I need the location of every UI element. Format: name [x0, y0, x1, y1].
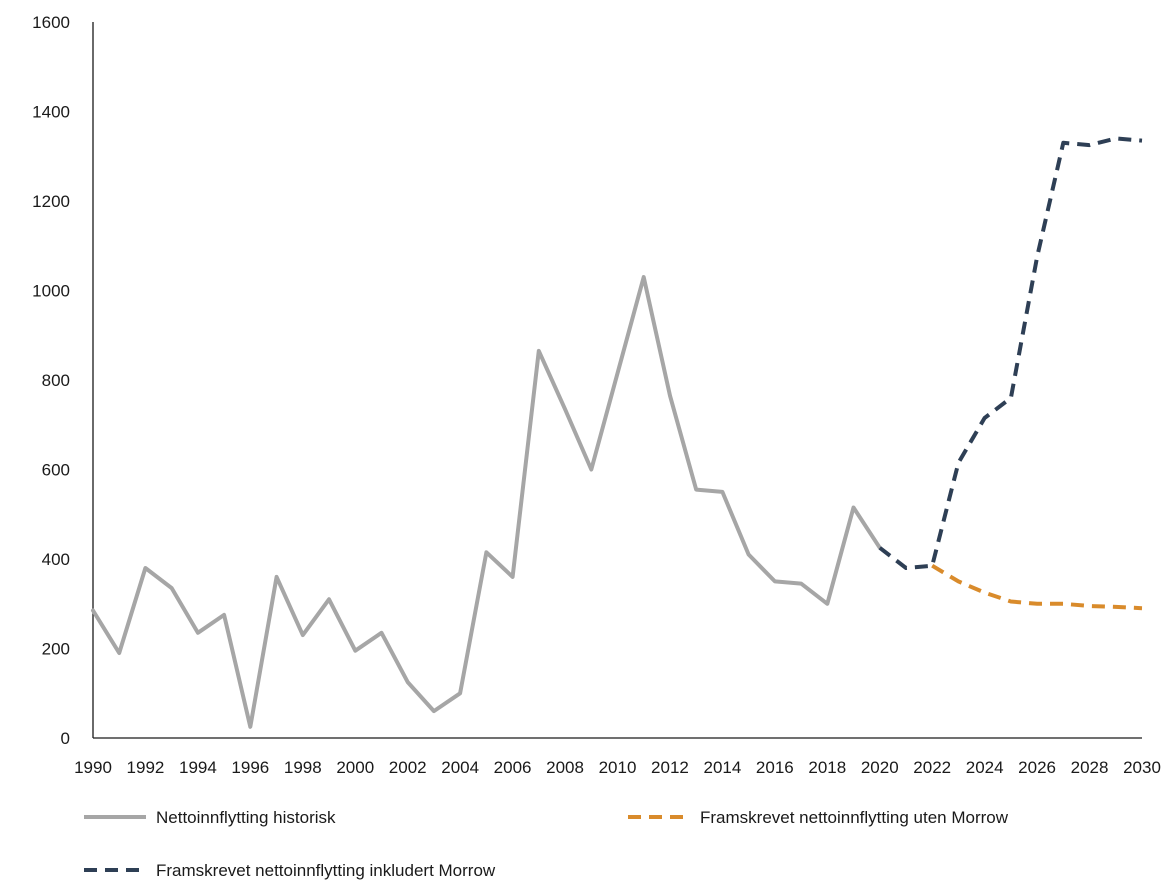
legend-label: Nettoinnflytting historisk: [156, 808, 336, 827]
x-tick-label: 2018: [808, 758, 846, 777]
legend-item: Framskrevet nettoinnflytting uten Morrow: [628, 808, 1009, 827]
series-3: [880, 138, 1142, 568]
y-tick-label: 1600: [32, 13, 70, 32]
series-layer: [93, 138, 1142, 727]
y-tick-label: 1000: [32, 282, 70, 301]
y-tick-label: 0: [61, 729, 70, 748]
x-tick-label: 1998: [284, 758, 322, 777]
x-axis-ticks: 1990 1992 1994 1996 1998 2000 2002 2004 2006 2008…: [74, 758, 1161, 777]
x-tick-label: 2026: [1018, 758, 1056, 777]
legend-label: Framskrevet nettoinnflytting inkludert M…: [156, 861, 496, 880]
y-axis-ticks: 0 200 400 600 800 1000 1200 1400 1600: [32, 13, 70, 748]
legend-item: Framskrevet nettoinnflytting inkludert M…: [84, 861, 496, 880]
legend-label: Framskrevet nettoinnflytting uten Morrow: [700, 808, 1009, 827]
series-line: [880, 138, 1142, 568]
x-tick-label: 1992: [127, 758, 165, 777]
legend-item: Nettoinnflytting historisk: [84, 808, 336, 827]
x-tick-label: 2022: [913, 758, 951, 777]
x-tick-label: 1996: [231, 758, 269, 777]
y-tick-label: 1400: [32, 103, 70, 122]
x-tick-label: 2014: [703, 758, 741, 777]
x-tick-label: 2004: [441, 758, 479, 777]
x-tick-label: 2030: [1123, 758, 1161, 777]
legend: Nettoinnflytting historisk Framskrevet ne…: [84, 808, 1009, 880]
y-tick-label: 1200: [32, 192, 70, 211]
x-tick-label: 1994: [179, 758, 217, 777]
x-tick-label: 2002: [389, 758, 427, 777]
x-tick-label: 2012: [651, 758, 689, 777]
x-tick-label: 2010: [599, 758, 637, 777]
series-1: [93, 277, 880, 727]
y-tick-label: 400: [42, 550, 70, 569]
series-line: [93, 277, 880, 727]
x-tick-label: 2016: [756, 758, 794, 777]
y-tick-label: 200: [42, 640, 70, 659]
x-tick-label: 2000: [336, 758, 374, 777]
x-tick-label: 2008: [546, 758, 584, 777]
series-2: [932, 566, 1142, 609]
y-tick-label: 600: [42, 461, 70, 480]
x-tick-label: 2020: [861, 758, 899, 777]
x-tick-label: 2006: [494, 758, 532, 777]
y-tick-label: 800: [42, 371, 70, 390]
x-tick-label: 2024: [966, 758, 1004, 777]
x-tick-label: 1990: [74, 758, 112, 777]
x-tick-label: 2028: [1071, 758, 1109, 777]
series-line: [932, 566, 1142, 609]
